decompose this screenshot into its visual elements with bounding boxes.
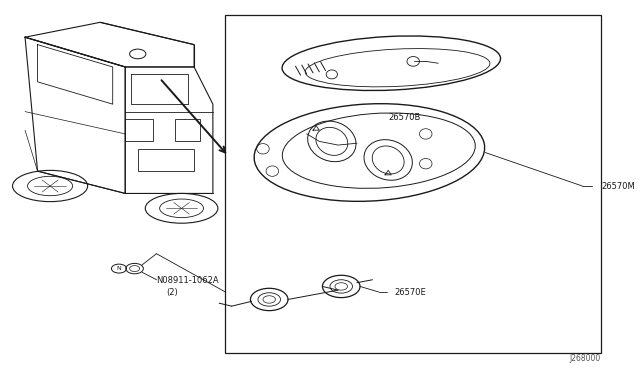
Bar [125,119,154,141]
Text: 26570M: 26570M [601,182,635,190]
Text: (2): (2) [166,288,178,296]
Bar [225,15,601,353]
Bar [138,149,194,171]
Text: 26570B: 26570B [388,113,420,122]
Bar [175,119,200,141]
Text: J268000: J268000 [570,354,601,363]
Text: N08911-1062A: N08911-1062A [157,276,219,285]
Text: N: N [116,266,122,271]
Text: 26570E: 26570E [394,288,426,296]
